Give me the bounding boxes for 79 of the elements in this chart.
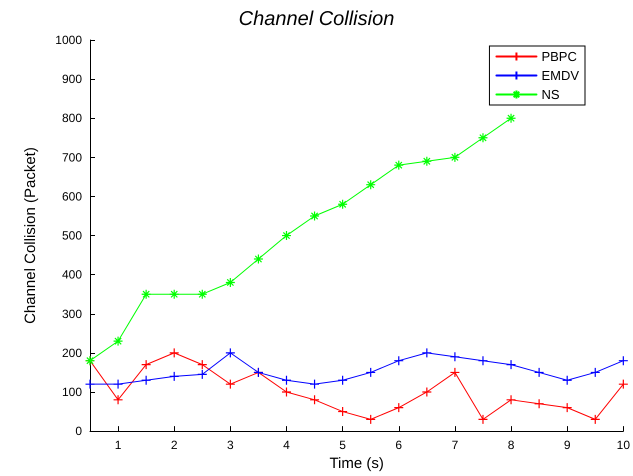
point (225, 348, 236, 358)
point (618, 356, 628, 366)
x-tick-label: 2 (170, 438, 178, 452)
point (112, 336, 124, 346)
point (338, 375, 348, 386)
point (112, 394, 124, 405)
point (394, 402, 404, 413)
x-tick-label: 8 (508, 438, 515, 452)
point (562, 375, 572, 386)
point (281, 230, 292, 241)
y-tick-label: 500 (62, 228, 82, 243)
point (618, 379, 628, 390)
point (309, 394, 320, 405)
x-tick-label: 4 (283, 438, 290, 452)
legend-label: PBPC (541, 49, 577, 64)
y-tick-label: 100 (62, 384, 82, 399)
point (84, 379, 96, 390)
y-tick-label: 400 (62, 268, 82, 282)
y-tick-label: 800 (62, 111, 82, 126)
point (309, 210, 320, 222)
point (366, 180, 376, 190)
point (422, 348, 432, 358)
x-tick-label: 1 (114, 438, 122, 452)
point (450, 352, 460, 362)
point (422, 156, 432, 166)
point (478, 356, 488, 366)
y-tick-label: 200 (62, 346, 82, 360)
x-axis-title: Time (s) (329, 455, 384, 472)
point (253, 254, 264, 264)
point (197, 369, 208, 380)
point (169, 371, 180, 382)
point (422, 386, 432, 398)
point (225, 277, 236, 288)
point (141, 375, 152, 386)
chart-title: Channel Collision (238, 8, 394, 30)
point (478, 414, 488, 424)
point (281, 375, 292, 386)
point (450, 367, 460, 378)
y-tick-label: 300 (62, 306, 82, 321)
point (338, 406, 348, 417)
legend-label: EMDV (541, 68, 580, 83)
x-tick-label: 9 (564, 438, 571, 452)
point (141, 289, 152, 300)
point (169, 348, 180, 358)
point (506, 360, 516, 370)
x-tick-label: 7 (452, 438, 459, 452)
point (534, 398, 544, 409)
y-axis-title: Channel Collision (Packet) (22, 147, 39, 324)
point (450, 152, 460, 162)
y-tick-label: 1000 (55, 33, 82, 47)
point (590, 367, 600, 378)
point (141, 360, 152, 370)
x-tick-label: 3 (227, 438, 234, 452)
y-tick-label: 600 (62, 189, 82, 204)
point (197, 289, 208, 300)
point (506, 394, 516, 405)
y-tick-label: 900 (62, 72, 82, 86)
point (590, 414, 600, 424)
point (478, 132, 488, 143)
point (506, 113, 516, 124)
point (338, 199, 348, 210)
point (366, 367, 376, 378)
x-tick-label: 6 (395, 438, 402, 452)
point (281, 386, 292, 398)
point (169, 289, 180, 300)
x-tick-label: 5 (339, 438, 346, 452)
y-tick-label: 0 (75, 424, 82, 438)
point (225, 379, 236, 390)
point (112, 379, 124, 390)
point (394, 160, 404, 170)
point (197, 360, 208, 370)
point (394, 356, 404, 366)
legend-label: NS (541, 87, 560, 102)
y-tick-label: 700 (62, 150, 82, 164)
point (309, 379, 320, 390)
x-tick-label: 10 (616, 438, 630, 452)
point (562, 402, 572, 413)
point (534, 367, 544, 378)
point (366, 414, 376, 424)
